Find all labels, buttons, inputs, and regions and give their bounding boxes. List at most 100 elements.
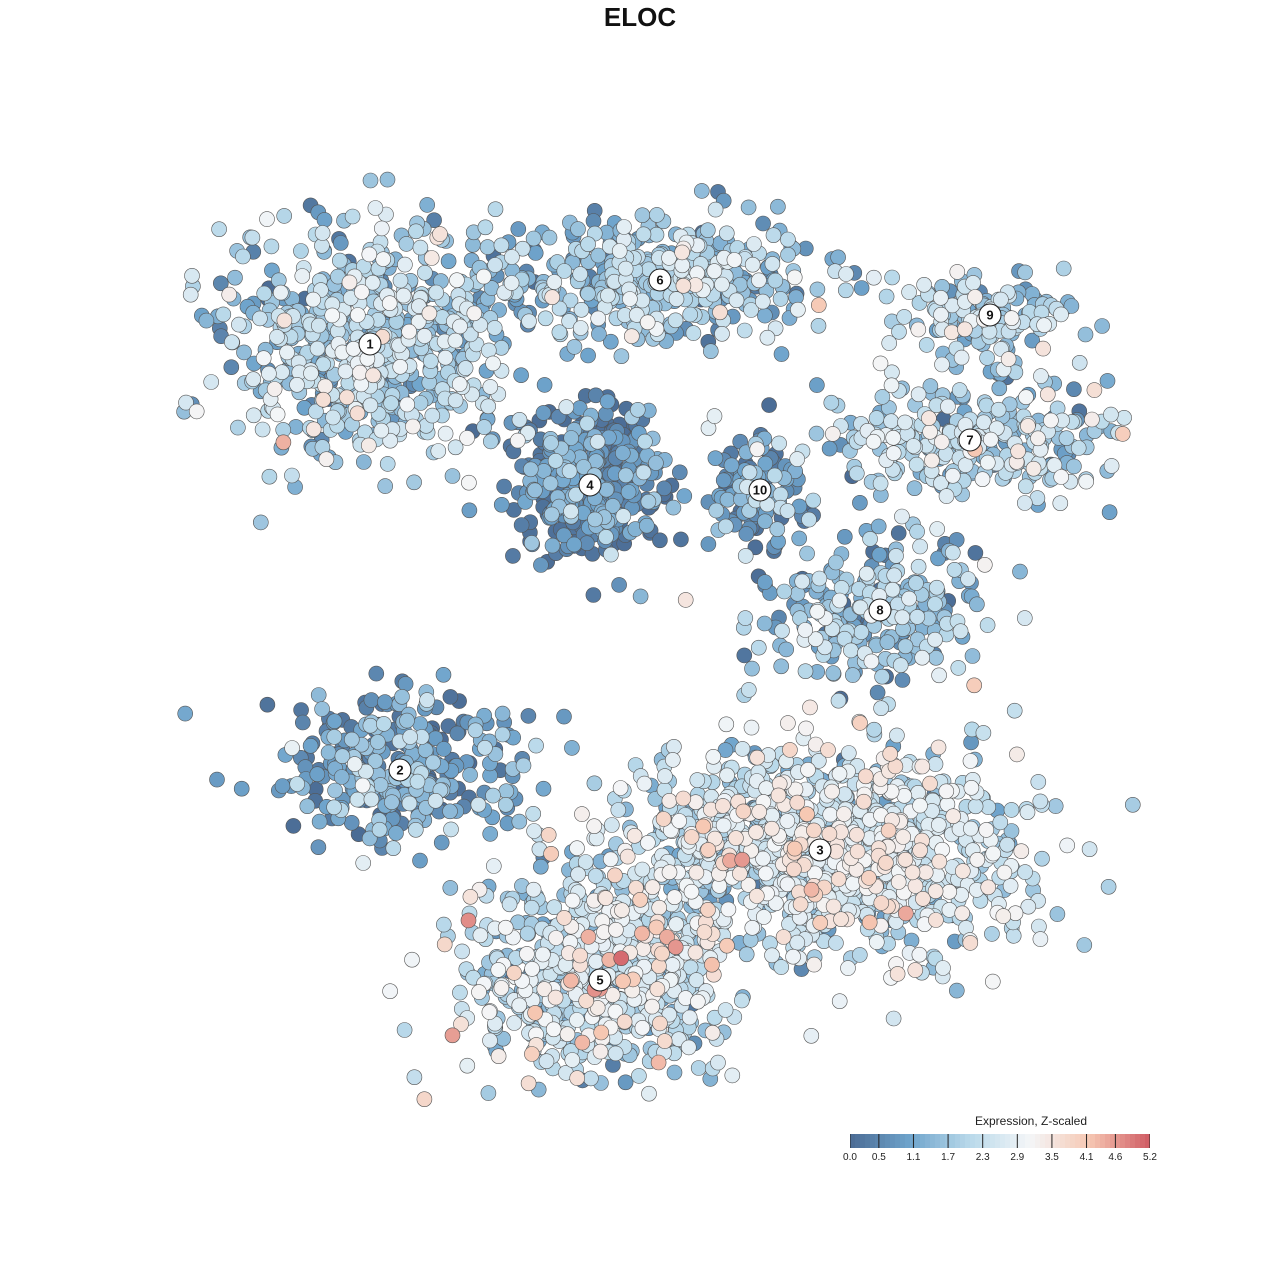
scatter-point	[666, 1064, 683, 1081]
scatter-point	[853, 624, 870, 640]
scatter-point	[831, 993, 848, 1010]
scatter-point	[381, 295, 398, 312]
scatter-point	[759, 329, 776, 346]
scatter-point	[1030, 774, 1047, 790]
scatter-point	[806, 956, 822, 973]
scatter-point	[331, 252, 348, 269]
scatter-point	[757, 455, 774, 472]
scatter-point	[821, 440, 838, 457]
scatter-point	[767, 272, 784, 289]
scatter-point	[912, 842, 928, 859]
scatter-point	[940, 398, 956, 415]
scatter-point	[355, 855, 372, 871]
scatter-point	[1036, 317, 1052, 334]
scatter-point	[419, 692, 435, 708]
scatter-point	[590, 310, 607, 327]
scatter-point	[640, 493, 657, 510]
scatter-point	[480, 342, 497, 359]
scatter-point	[580, 285, 596, 302]
scatter-point	[883, 413, 899, 430]
legend-tick-label: 4.1	[1079, 1152, 1094, 1163]
scatter-point	[259, 211, 275, 227]
scatter-point	[293, 243, 309, 259]
scatter-point	[868, 934, 885, 950]
scatter-point	[757, 865, 774, 882]
scatter-point	[352, 364, 368, 381]
scatter-point	[480, 398, 497, 415]
scatter-point	[706, 263, 723, 279]
scatter-point	[437, 349, 454, 366]
scatter-point	[399, 396, 416, 413]
scatter-point	[683, 829, 700, 845]
scatter-point	[564, 740, 580, 756]
scatter-point	[485, 858, 502, 874]
scatter-point	[1116, 409, 1132, 426]
scatter-point	[1059, 837, 1075, 854]
scatter-point	[607, 1045, 624, 1062]
scatter-point	[993, 291, 1009, 308]
scatter-point	[422, 353, 439, 369]
scatter-point	[715, 798, 731, 814]
scatter-point	[916, 276, 932, 293]
scatter-point	[944, 467, 961, 484]
scatter-point	[586, 775, 603, 792]
scatter-point	[963, 779, 980, 796]
scatter-point	[810, 317, 827, 334]
scatter-point	[861, 870, 877, 886]
scatter-point	[317, 378, 334, 395]
scatter-point	[769, 521, 786, 538]
scatter-point	[504, 249, 520, 265]
scatter-point	[809, 377, 825, 393]
scatter-point	[984, 973, 1001, 990]
scatter-point	[943, 324, 960, 341]
scatter-point	[764, 256, 781, 272]
scatter-point	[617, 260, 634, 277]
scatter-point	[490, 962, 507, 978]
scatter-point	[398, 236, 415, 252]
scatter-point	[944, 544, 961, 561]
scatter-point	[735, 803, 752, 820]
scatter-point	[279, 344, 295, 361]
scatter-point	[821, 826, 838, 842]
scatter-point	[833, 911, 849, 928]
scatter-point	[620, 484, 637, 500]
scatter-point	[536, 377, 553, 393]
scatter-point	[715, 472, 732, 489]
scatter-point	[748, 824, 764, 841]
scatter-point	[416, 1091, 433, 1107]
scatter-point	[614, 902, 630, 919]
scatter-point	[326, 713, 343, 730]
scatter-point	[607, 867, 623, 884]
legend-tick-label: 2.3	[975, 1152, 990, 1163]
scatter-point	[1103, 406, 1119, 423]
legend-colorbar	[850, 1134, 1150, 1148]
scatter-point	[870, 518, 887, 535]
svg-text:5: 5	[596, 973, 603, 988]
scatter-point	[326, 799, 342, 816]
scatter-point	[969, 596, 985, 613]
scatter-point	[613, 348, 630, 365]
scatter-point	[263, 238, 280, 255]
scatter-point	[838, 266, 854, 282]
cluster-label-2: 2	[388, 758, 412, 782]
scatter-point	[897, 905, 914, 922]
scatter-point	[269, 329, 285, 345]
scatter-point	[1013, 843, 1030, 860]
scatter-point	[756, 615, 773, 632]
scatter-point	[938, 488, 955, 504]
scatter-point	[685, 325, 702, 341]
scatter-point	[470, 796, 487, 813]
scatter-point	[837, 282, 854, 299]
scatter-point	[442, 880, 459, 896]
scatter-point	[471, 984, 487, 1000]
scatter-point	[719, 767, 735, 784]
scatter-point	[188, 403, 205, 420]
scatter-point	[1063, 298, 1080, 314]
scatter-point	[1101, 504, 1118, 521]
scatter-point	[718, 716, 735, 733]
scatter-point	[233, 780, 250, 797]
scatter-point	[771, 435, 787, 452]
scatter-point	[416, 328, 433, 344]
scatter-point	[362, 172, 379, 189]
scatter-point	[305, 291, 322, 308]
